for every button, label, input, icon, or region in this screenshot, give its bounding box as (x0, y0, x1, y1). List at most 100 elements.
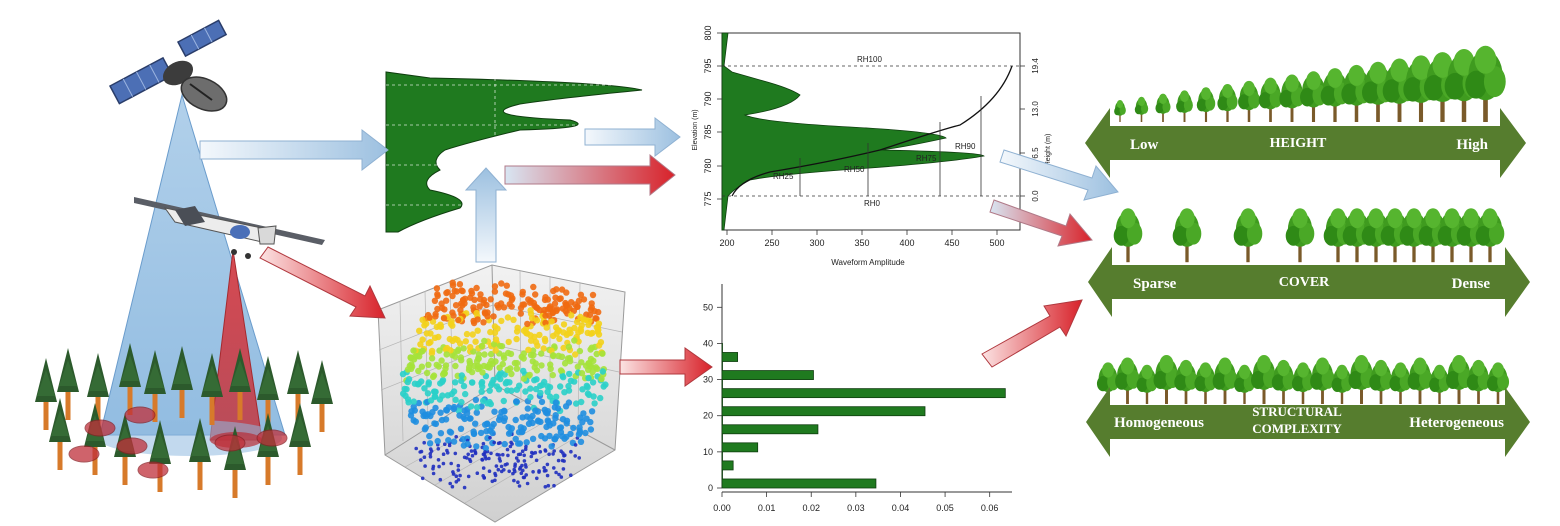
histogram-bar (721, 361, 723, 371)
complexity-heterogeneous-label: Heterogeneous (1409, 415, 1504, 431)
tree-icon (1285, 208, 1315, 263)
forest-icon (35, 343, 333, 498)
tree-icon (1113, 208, 1143, 263)
tree-icon (1310, 357, 1335, 404)
waveform-ylabel-right: Height (m) (1045, 134, 1052, 167)
histogram-bar (721, 343, 723, 353)
histogram-bar (721, 406, 926, 417)
acquisition-illustration (35, 19, 333, 498)
height-title: HEIGHT (1270, 136, 1327, 151)
height-trees (1114, 45, 1506, 123)
tree-icon (1407, 357, 1433, 404)
complexity-panel: Homogeneous STRUCTURAL COMPLEXITY Hetero… (1086, 355, 1530, 457)
histogram-plot: 0.00 0.01 0.02 0.03 0.04 0.05 0.06 0 10 20 30 40 50 (703, 284, 1012, 513)
y-tick-label: 10 (703, 447, 713, 457)
waveform-xlabel: Waveform Amplitude (831, 258, 905, 267)
tree-icon (1172, 208, 1202, 263)
y-tick-label: 30 (703, 375, 713, 385)
height-banner (1085, 108, 1526, 178)
histogram-bar (721, 424, 819, 435)
y-tick-left: 775 (703, 191, 713, 206)
tree-icon (1234, 364, 1255, 404)
arrow-plot-to-height (999, 149, 1119, 201)
tree-icon (1233, 208, 1263, 263)
airplane-icon (134, 197, 325, 259)
y-tick-right: 19.4 (1031, 58, 1040, 74)
histogram-bar (721, 379, 723, 390)
height-low-label: Low (1130, 137, 1159, 153)
x-tick-label: 0.00 (713, 503, 731, 513)
y-tick-label: 20 (703, 411, 713, 421)
histogram-bar (721, 397, 723, 408)
rh50-label: RH50 (844, 165, 865, 174)
y-tick-left: 795 (703, 58, 713, 73)
rh100-label: RH100 (857, 55, 882, 64)
histogram-bar (721, 370, 814, 380)
point-cloud-3d (377, 264, 626, 523)
arrow-plot-to-cover (989, 199, 1093, 247)
histogram-bar (721, 352, 739, 362)
tree-icon (1475, 208, 1505, 263)
x-tick: 250 (764, 238, 779, 248)
histogram-bar (721, 415, 723, 426)
flow-arrows (199, 116, 1119, 387)
y-tick-right: 0.0 (1031, 190, 1040, 202)
y-tick-left: 790 (703, 91, 713, 106)
cover-trees (1113, 208, 1505, 263)
tree-icon (1196, 87, 1216, 122)
histogram-bar (721, 442, 759, 453)
tree-icon (1174, 359, 1198, 404)
tree-icon (1176, 90, 1193, 122)
histogram-y-ticks: 0 10 20 30 40 50 (703, 302, 722, 493)
tree-icon (1258, 77, 1283, 122)
histogram-bar (721, 469, 723, 480)
cover-panel: Sparse COVER Dense (1088, 208, 1530, 317)
histogram-bar (721, 451, 723, 462)
x-tick-label: 0.02 (802, 503, 820, 513)
cumulative-curve (731, 65, 1013, 197)
arrow-waveform-to-plot (584, 116, 681, 158)
y-tick-left: 780 (703, 158, 713, 173)
y-tick-right: 6.5 (1031, 147, 1040, 159)
rh25-label: RH25 (773, 172, 794, 181)
histogram-bar (721, 478, 877, 489)
simulated-waveform (384, 71, 650, 234)
cover-banner (1088, 247, 1530, 317)
rh75-label: RH75 (916, 154, 937, 163)
y-tick-left: 785 (703, 124, 713, 139)
complexity-trees (1096, 355, 1510, 404)
tree-icon (1114, 99, 1126, 122)
tree-icon (1466, 359, 1491, 404)
tree-icon (1155, 93, 1171, 122)
x-tick: 400 (899, 238, 914, 248)
waveform-plot: RH100 RH90 RH75 RH50 RH25 RH0 200 250 30… (692, 25, 1052, 267)
histogram-bar (721, 388, 1006, 399)
tree-icon (1115, 357, 1140, 404)
y-tick-left: 800 (703, 25, 713, 40)
height-high-label: High (1456, 137, 1488, 153)
waveform-x-ticks: 200 250 300 350 400 450 500 (719, 238, 1004, 248)
histogram-bar (721, 460, 734, 471)
height-panel: Low HEIGHT High (1085, 45, 1526, 178)
rh0-label: RH0 (864, 199, 881, 208)
complexity-banner (1086, 387, 1530, 457)
tree-icon (1369, 359, 1393, 404)
x-tick: 300 (809, 238, 824, 248)
y-tick-label: 40 (703, 338, 713, 348)
tree-icon (1217, 84, 1238, 122)
histogram-bars (721, 343, 1006, 489)
x-tick-label: 0.03 (847, 503, 865, 513)
complexity-title-line2: COMPLEXITY (1252, 421, 1342, 436)
complexity-homogeneous-label: Homogeneous (1114, 415, 1204, 431)
cover-title: COVER (1279, 275, 1330, 290)
x-tick: 450 (944, 238, 959, 248)
arrow-cloud-to-histogram (619, 347, 713, 387)
rh90-label: RH90 (955, 142, 976, 151)
point-cloud-points (399, 279, 609, 490)
histogram-bar (721, 433, 723, 444)
y-tick-right: 13.0 (1031, 101, 1040, 117)
x-tick-label: 0.04 (892, 503, 910, 513)
tree-icon (1271, 359, 1296, 404)
tree-icon (1136, 364, 1158, 404)
